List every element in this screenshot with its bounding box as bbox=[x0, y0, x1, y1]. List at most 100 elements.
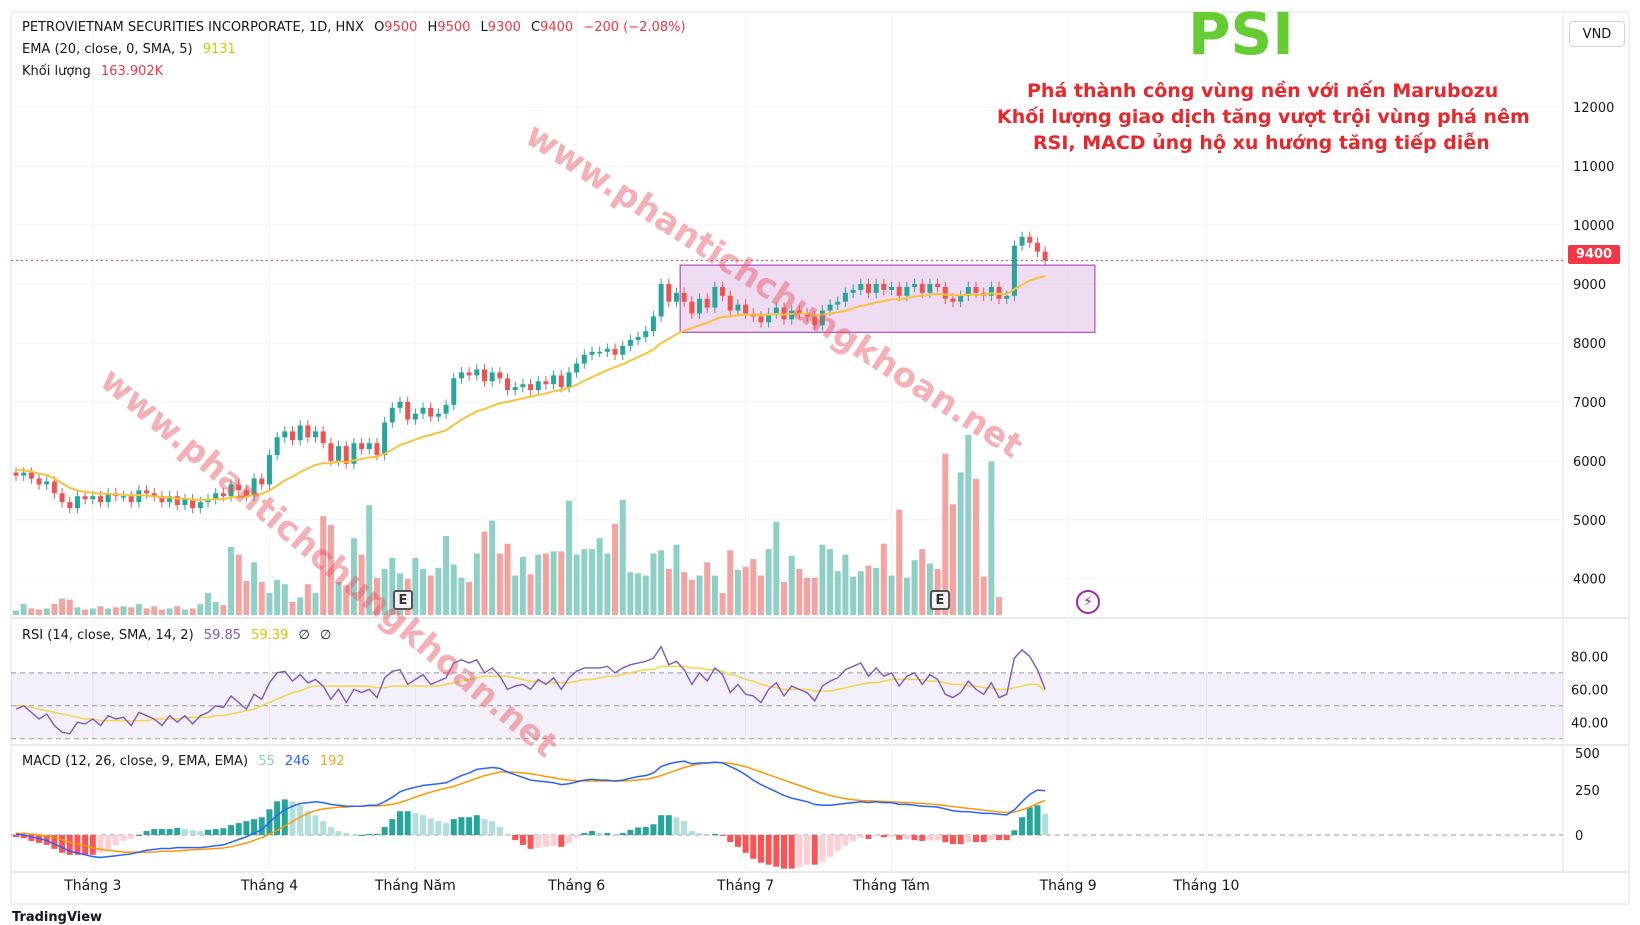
candle bbox=[82, 490, 88, 505]
candle-body bbox=[505, 378, 511, 391]
candle bbox=[796, 305, 802, 319]
macd-histogram-bar bbox=[1042, 813, 1049, 835]
lightning-icon[interactable]: ⚡ bbox=[1076, 590, 1100, 614]
candle-body bbox=[835, 301, 841, 305]
ema-legend[interactable]: EMA (20, close, 0, SMA, 5) 9131 bbox=[22, 42, 242, 57]
volume-bar bbox=[158, 609, 165, 615]
candle-body bbox=[136, 490, 142, 503]
price-tick-label: 4000 bbox=[1573, 573, 1606, 588]
volume-bar bbox=[89, 608, 96, 615]
candle-body bbox=[620, 345, 626, 355]
volume-bar bbox=[274, 579, 281, 615]
macd-histogram-bar bbox=[197, 831, 204, 836]
candle-body bbox=[781, 307, 787, 320]
candle bbox=[121, 490, 127, 502]
candle-body bbox=[405, 401, 411, 420]
candle-body bbox=[366, 443, 372, 450]
volume-bar bbox=[266, 593, 273, 615]
volume-bar bbox=[166, 608, 173, 615]
macd-histogram-bar bbox=[788, 835, 795, 869]
volume-bar bbox=[228, 546, 235, 615]
volume-bar bbox=[734, 570, 741, 615]
macd-histogram-bar bbox=[466, 817, 473, 836]
volume-bar bbox=[565, 500, 572, 615]
rsi-sma-value: 59.39 bbox=[251, 628, 289, 643]
macd-label: MACD (12, 26, close, 9, EMA, EMA) bbox=[22, 754, 249, 769]
macd-histogram-bar bbox=[573, 835, 580, 838]
candle-body bbox=[313, 431, 319, 438]
candle bbox=[758, 311, 764, 328]
candle bbox=[105, 487, 111, 508]
macd-histogram-bar bbox=[903, 835, 910, 839]
candle bbox=[842, 287, 848, 307]
macd-legend[interactable]: MACD (12, 26, close, 9, EMA, EMA) 55 246… bbox=[22, 754, 351, 769]
candle-body bbox=[850, 289, 856, 293]
time-tick-label: Tháng Tám bbox=[852, 878, 930, 894]
macd-histogram-bar bbox=[404, 811, 411, 835]
macd-histogram-bar bbox=[658, 815, 665, 835]
volume-bar bbox=[911, 560, 918, 615]
ohlc-close: C9400 bbox=[531, 20, 574, 35]
macd-histogram-bar bbox=[320, 821, 327, 835]
volume-bar bbox=[373, 577, 380, 615]
macd-histogram-bar bbox=[82, 835, 89, 855]
candle-body bbox=[873, 284, 879, 293]
macd-histogram-bar bbox=[704, 835, 711, 836]
rsi-legend[interactable]: RSI (14, close, SMA, 14, 2) 59.85 59.39 … bbox=[22, 628, 337, 643]
time-tick-label: Tháng 4 bbox=[240, 878, 298, 894]
candle bbox=[128, 490, 134, 508]
candle bbox=[466, 367, 472, 381]
candle-body bbox=[220, 493, 226, 497]
volume-bar bbox=[51, 604, 58, 615]
candle-body bbox=[558, 375, 564, 388]
volume-bar bbox=[811, 577, 818, 615]
candle bbox=[1011, 240, 1017, 302]
candle-body bbox=[551, 375, 557, 385]
volume-bar bbox=[312, 593, 319, 615]
macd-histogram-bar bbox=[373, 833, 380, 835]
macd-histogram-bar bbox=[166, 829, 173, 835]
volume-bar bbox=[481, 531, 488, 615]
candle bbox=[727, 290, 733, 316]
candle-body bbox=[958, 295, 964, 302]
volume-bar bbox=[903, 577, 910, 615]
candle-body bbox=[121, 496, 127, 498]
currency-button[interactable]: VND bbox=[1569, 21, 1625, 47]
volume-bar bbox=[865, 565, 872, 615]
macd-histogram-bar bbox=[212, 829, 219, 835]
candle-body bbox=[481, 369, 487, 382]
candle-body bbox=[543, 381, 549, 385]
candle bbox=[673, 287, 679, 307]
macd-histogram-bar bbox=[558, 835, 565, 847]
candle-body bbox=[167, 496, 173, 503]
candle-body bbox=[13, 472, 19, 476]
volume-bar bbox=[896, 509, 903, 615]
macd-histogram-bar bbox=[343, 833, 350, 835]
macd-histogram-bar bbox=[66, 835, 73, 855]
volume-bar bbox=[535, 554, 542, 615]
candle bbox=[896, 281, 902, 302]
price-tick-label: 6000 bbox=[1573, 455, 1606, 470]
ema-value: 9131 bbox=[202, 42, 236, 57]
macd-histogram-bar bbox=[97, 835, 104, 853]
candle bbox=[942, 281, 948, 305]
earnings-icon[interactable]: E bbox=[930, 590, 950, 610]
candle-body bbox=[520, 384, 526, 388]
candle-body bbox=[274, 437, 280, 455]
candle-body bbox=[581, 354, 587, 364]
volume-bar bbox=[205, 593, 211, 615]
macd-histogram-bar bbox=[443, 823, 450, 835]
volume-bar bbox=[857, 571, 864, 615]
volume-legend[interactable]: Khối lượng 163.902K bbox=[22, 64, 169, 79]
volume-bar bbox=[842, 554, 849, 615]
annotation-line-3: RSI, MACD ủng hộ xu hướng tăng tiếp diễn bbox=[1033, 132, 1490, 154]
axis-labels: 400050006000700080009000100001100012000T… bbox=[63, 101, 1614, 894]
candle bbox=[405, 396, 411, 425]
candle bbox=[965, 281, 971, 302]
candle bbox=[1019, 231, 1025, 251]
earnings-icon[interactable]: E bbox=[393, 590, 413, 610]
candle-body bbox=[927, 284, 933, 293]
volume-bar bbox=[235, 554, 242, 615]
candle-body bbox=[827, 304, 833, 311]
